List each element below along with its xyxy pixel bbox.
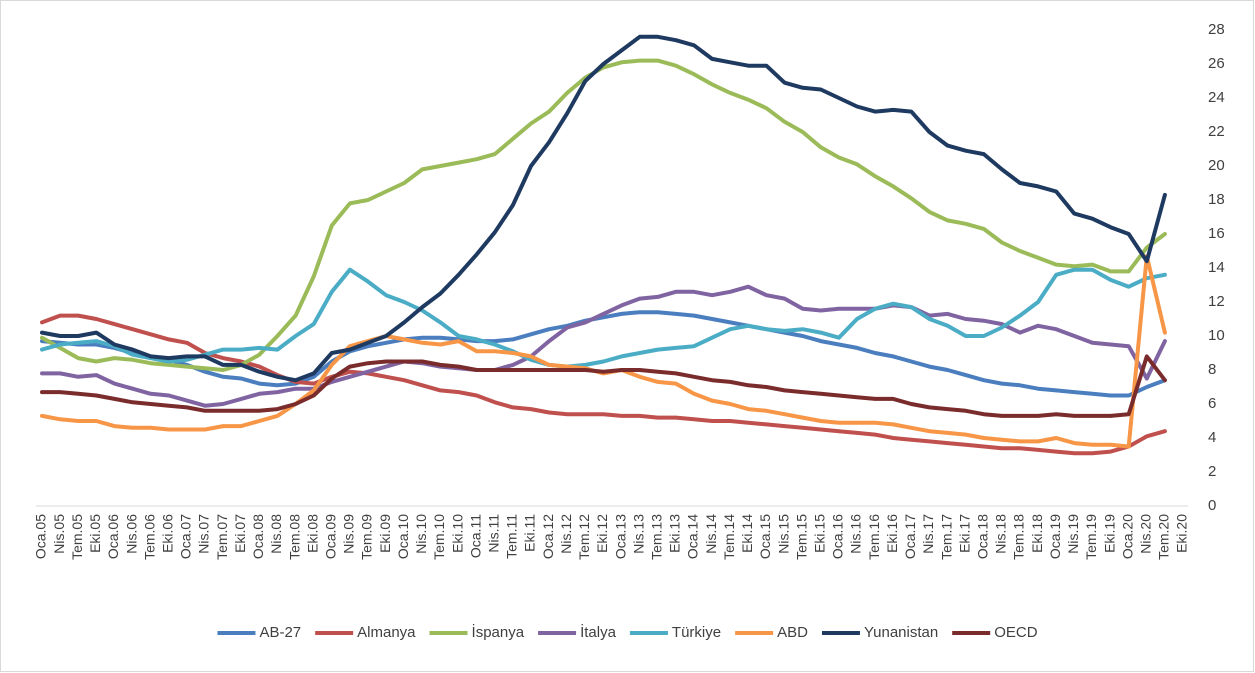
x-tick-label: Nis.20 [1137,514,1153,554]
x-tick-label: Nis.19 [1065,514,1081,554]
x-tick-label: Eki.17 [956,514,972,553]
x-tick-label: Eki.06 [159,514,175,553]
y-tick-label: 6 [1208,395,1216,412]
series-line [40,284,1167,408]
x-tick-label: Oca.20 [1119,514,1135,559]
x-tick-label: Eki.10 [449,514,465,553]
y-tick-label: 4 [1208,429,1216,446]
x-tick-label: Tem.15 [793,514,809,560]
x-tick-label: Nis.17 [920,514,936,554]
legend-label: İtalya [580,623,617,641]
x-tick-label: Tem.17 [938,514,954,560]
y-tick-label: 24 [1208,89,1225,106]
x-tick-label: Tem.14 [721,514,737,560]
x-tick-label: Tem.08 [286,514,302,560]
x-tick-label: Oca.11 [467,514,483,558]
x-tick-label: Nis.09 [341,514,357,554]
x-tick-label: Eki.19 [1101,514,1117,553]
y-tick-label: 8 [1208,361,1216,378]
y-tick-label: 20 [1208,157,1225,174]
x-tick-label: Oca.17 [902,514,918,559]
x-tick-label: Oca.09 [322,514,338,559]
y-tick-label: 26 [1208,55,1225,72]
y-tick-label: 28 [1208,21,1225,38]
x-tick-label: Eki.14 [739,514,755,553]
series-line [40,313,1167,456]
x-tick-label: Tem.13 [648,514,664,560]
x-tick-label: Oca.14 [685,514,701,559]
x-tick-label: Oca.12 [540,514,556,559]
x-tick-label: Oca.05 [33,514,49,559]
x-tick-label: Oca.10 [395,514,411,559]
legend-label: ABD [777,624,808,641]
x-tick-label: Oca.07 [178,514,194,559]
legend-label: Yunanistan [864,624,938,641]
x-tick-label: Nis.12 [558,514,574,554]
legend-label: Türkiye [672,624,721,641]
x-tick-label: Nis.15 [775,514,791,554]
x-tick-label: Eki.07 [232,514,248,553]
legend-label: OECD [994,624,1038,641]
y-tick-label: 0 [1208,497,1216,514]
y-tick-label: 22 [1208,123,1225,140]
x-tick-label: Oca.16 [830,514,846,559]
x-tick-label: Nis.13 [630,514,646,554]
x-tick-label: Eki.18 [1029,514,1045,553]
legend-label: Almanya [357,624,416,641]
x-tick-label: Oca.08 [250,514,266,559]
x-tick-label: Eki.08 [304,514,320,553]
x-tick-label: Oca.19 [1047,514,1063,559]
x-tick-label: Eki.16 [884,514,900,553]
x-tick-label: Tem.06 [141,514,157,560]
x-tick-label: Oca.06 [105,514,121,559]
x-tick-label: Nis.18 [993,514,1009,554]
x-tick-label: Eki.12 [594,514,610,553]
x-tick-label: Tem.19 [1083,514,1099,560]
series-line [40,58,1167,372]
x-tick-label: Nis.14 [703,514,719,554]
series-line [40,310,1167,398]
x-tick-label: Tem.18 [1011,514,1027,560]
series-line [40,34,1167,383]
x-tick-label: Tem.10 [431,514,447,560]
x-tick-label: Oca.15 [757,514,773,559]
x-tick-label: Eki.15 [811,514,827,553]
y-tick-label: 14 [1208,259,1225,276]
x-tick-label: Eki.11 [522,514,538,552]
x-tick-label: Tem.05 [69,514,85,560]
x-tick-label: Tem.16 [866,514,882,560]
x-tick-label: Tem.12 [576,514,592,560]
y-tick-label: 18 [1208,191,1225,208]
x-tick-label: Oca.18 [974,514,990,559]
x-tick-label: Eki.20 [1174,514,1190,553]
x-tick-label: Nis.06 [123,514,139,554]
series-line [40,354,1167,418]
y-tick-label: 2 [1208,463,1216,480]
x-tick-label: Eki.13 [667,514,683,553]
x-tick-label: Tem.09 [359,514,375,560]
x-tick-label: Nis.07 [196,514,212,554]
x-tick-label: Eki.09 [377,514,393,553]
legend-label: İspanya [472,623,525,641]
y-tick-label: 16 [1208,225,1225,242]
x-tick-label: Eki.05 [87,514,103,553]
series-line [40,267,1167,369]
x-tick-label: Oca.13 [612,514,628,559]
x-tick-label: Nis.08 [268,514,284,554]
legend-label: AB-27 [259,624,301,641]
x-tick-label: Tem.07 [214,514,230,560]
x-tick-label: Nis.05 [51,514,67,554]
legend: AB-27 Almanya İspanya İtalya Türkiye ABD Yunan… [217,623,1038,641]
y-tick-label: 12 [1208,293,1225,310]
x-tick-label: Nis.16 [848,514,864,554]
x-tick-label: Nis.10 [413,514,429,554]
x-tick-label: Tem.11 [504,514,520,559]
x-tick-label: Tem.20 [1156,514,1172,560]
y-tick-label: 10 [1208,327,1225,344]
x-tick-label: Nis.11 [485,514,501,553]
